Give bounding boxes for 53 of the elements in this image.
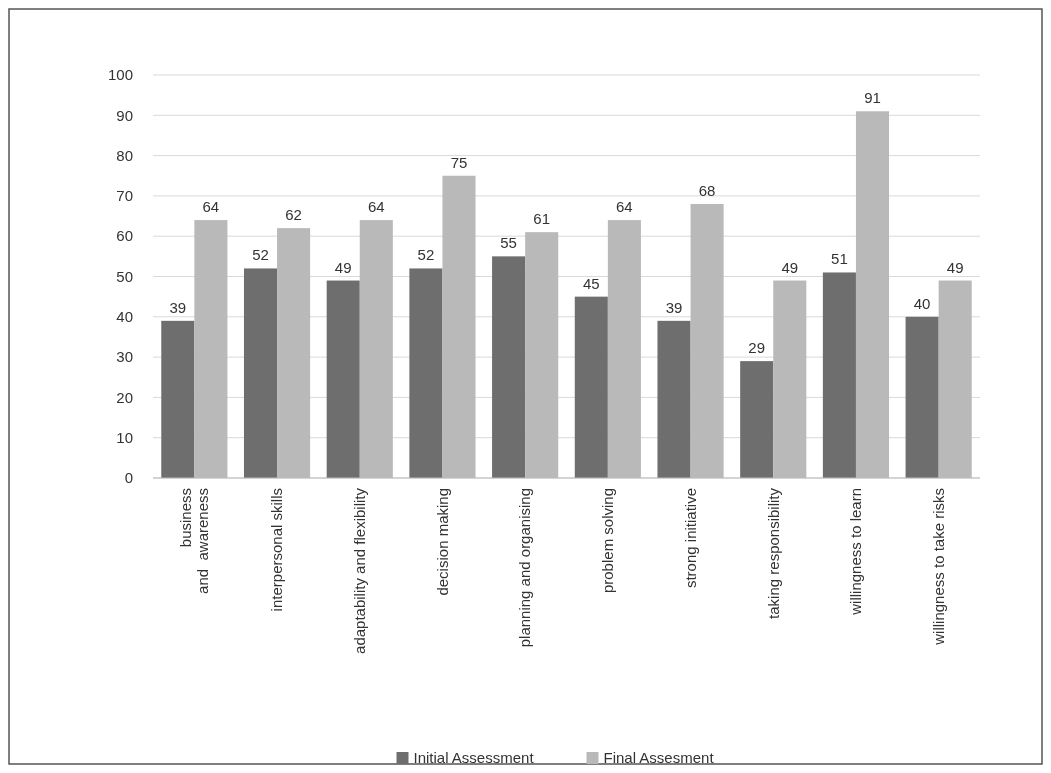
bar [905,316,939,478]
data-label: 62 [285,206,302,224]
y-tick-label: 0 [124,469,133,487]
legend-label: Final Assesment [603,749,715,767]
legend-label: Initial Assessment [413,749,535,767]
data-label: 68 [698,181,716,199]
data-label: 64 [616,198,633,216]
x-tick-label: willingness to take risks [929,488,947,646]
y-tick-label: 10 [116,428,133,446]
y-tick-label: 100 [107,66,133,84]
data-label: 49 [946,258,964,276]
data-label: 91 [864,89,881,107]
data-label: 51 [831,250,848,268]
y-tick-label: 90 [116,106,133,124]
x-tick-label: business and awareness [177,488,212,594]
y-tick-label: 50 [116,267,133,285]
bar [243,268,278,478]
data-label: 52 [252,246,269,264]
bar [822,272,856,478]
x-tick-label: taking responsibility [764,487,782,619]
data-label: 45 [582,274,600,292]
data-label: 75 [450,153,468,171]
bar [326,280,360,478]
y-tick-label: 60 [116,227,133,245]
bar [161,320,195,478]
data-label: 49 [334,258,352,276]
bar [492,256,526,478]
x-tick-label: decision making [433,488,451,596]
x-tick-label: willingness to learn [847,488,865,616]
y-tick-label: 80 [116,146,133,164]
y-tick-label: 20 [116,388,133,406]
data-label: 64 [367,198,385,216]
data-label: 29 [748,339,766,357]
data-label: 52 [417,246,435,264]
y-tick-label: 70 [116,187,133,205]
bar [574,296,608,478]
x-tick-label: interpersonal skills [268,488,286,612]
y-tick-label: 40 [116,308,133,326]
data-label: 49 [781,258,799,276]
data-label: 39 [665,298,683,316]
bar [657,320,691,478]
data-label: 61 [533,210,551,228]
x-tick-label: adaptability and flexibility [351,487,368,654]
bar [409,268,443,478]
data-label: 64 [202,198,220,216]
data-label: 55 [500,234,517,252]
data-label: 40 [913,294,931,312]
x-tick-label: planning and organising [516,488,534,648]
bar [740,361,774,478]
x-tick-label: strong initiative [681,488,699,589]
data-label: 39 [169,298,187,316]
y-tick-label: 30 [116,348,133,366]
x-tick-label: problem solving [599,488,617,594]
